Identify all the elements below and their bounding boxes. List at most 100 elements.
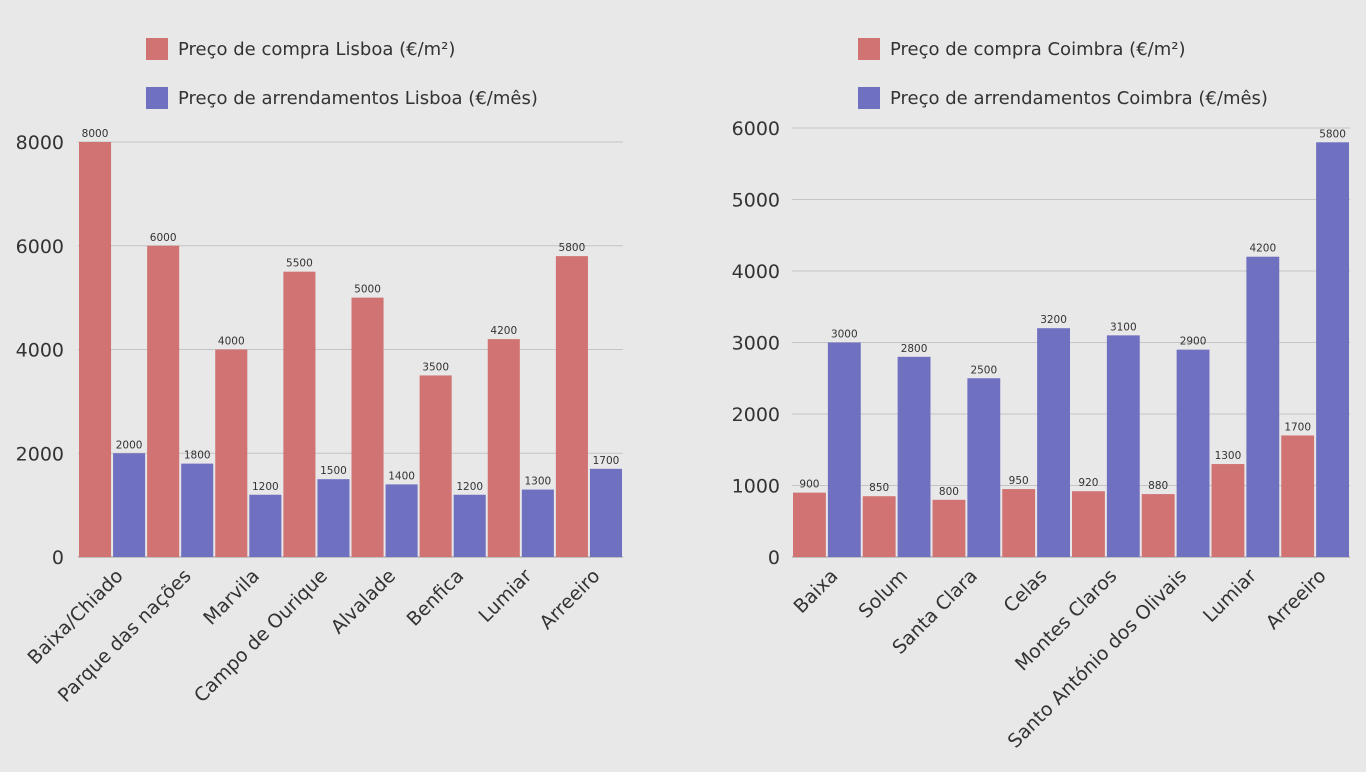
legend-item-1[interactable]: Preço de compra Lisboa (€/m²) (146, 38, 455, 60)
bar[interactable] (419, 375, 452, 557)
bar[interactable] (1002, 489, 1036, 557)
data-label: 8000 (82, 128, 109, 140)
legend-swatch (858, 38, 880, 60)
y-tick-label: 3000 (732, 333, 780, 355)
legend-swatch (858, 87, 880, 109)
bar[interactable] (932, 499, 966, 557)
bar[interactable] (1037, 328, 1070, 557)
bar[interactable] (1246, 256, 1280, 557)
data-label: 1300 (524, 476, 551, 488)
legend-label: Preço de compra Coimbra (€/m²) (890, 39, 1186, 60)
bar[interactable] (862, 496, 896, 557)
data-label: 880 (1148, 480, 1168, 492)
bar[interactable] (897, 356, 931, 557)
data-label: 2800 (901, 343, 928, 355)
bar[interactable] (249, 494, 282, 557)
bar[interactable] (113, 453, 146, 557)
x-tick-label: Lumiar (1199, 565, 1261, 627)
data-label: 1400 (388, 470, 415, 482)
y-tick-label: 8000 (16, 132, 64, 154)
data-label: 3000 (831, 329, 858, 341)
bar[interactable] (1141, 494, 1175, 557)
bar[interactable] (79, 142, 112, 557)
bar[interactable] (555, 256, 588, 557)
x-tick-label: Baixa (789, 565, 842, 618)
bar[interactable] (1316, 142, 1349, 558)
y-tick-label: 4000 (16, 340, 64, 362)
x-tick-label: Arreeiro (1262, 565, 1331, 634)
y-tick-label: 1000 (732, 476, 780, 498)
data-label: 950 (1009, 475, 1029, 487)
data-label: 1700 (1284, 421, 1311, 433)
bar[interactable] (1176, 349, 1210, 557)
data-label: 2000 (116, 439, 143, 451)
data-label: 920 (1078, 477, 1098, 489)
bar[interactable] (827, 342, 861, 558)
x-tick-label: Benfica (403, 565, 469, 631)
bar[interactable] (147, 245, 180, 557)
data-label: 2500 (970, 364, 997, 376)
data-label: 1500 (320, 465, 347, 477)
data-label: 5000 (354, 284, 381, 296)
data-label: 850 (869, 482, 889, 494)
x-tick-label: Marvila (199, 565, 264, 630)
data-label: 2900 (1180, 336, 1207, 348)
x-tick-label: Arreeiro (535, 565, 604, 634)
y-tick-label: 0 (52, 547, 64, 569)
data-label: 800 (939, 486, 959, 498)
bar[interactable] (589, 468, 622, 557)
x-tick-label: Alvalade (327, 565, 400, 638)
data-label: 1200 (252, 481, 279, 493)
bar[interactable] (1106, 335, 1140, 557)
data-label: 900 (799, 479, 819, 491)
legend-item-1[interactable]: Preço de compra Coimbra (€/m²) (858, 38, 1186, 60)
x-tick-label: Celas (999, 565, 1051, 617)
y-tick-label: 4000 (732, 261, 780, 283)
y-tick-label: 6000 (16, 236, 64, 258)
data-label: 3100 (1110, 321, 1137, 333)
bar[interactable] (453, 494, 486, 557)
data-label: 1200 (456, 481, 483, 493)
data-label: 5800 (559, 242, 586, 254)
legend-swatch (146, 38, 168, 60)
data-label: 1800 (184, 450, 211, 462)
chart-1: Preço de compra Lisboa (€/m²) Preço de ar… (16, 38, 623, 707)
legend-item-2[interactable]: Preço de arrendamentos Lisboa (€/mês) (146, 87, 538, 109)
data-label: 1300 (1215, 450, 1242, 462)
bar[interactable] (487, 339, 520, 557)
data-label: 6000 (150, 232, 177, 244)
y-tick-label: 2000 (16, 443, 64, 465)
data-label: 1700 (593, 455, 620, 467)
bar[interactable] (1211, 464, 1245, 557)
bar[interactable] (283, 271, 316, 557)
legend-item-2[interactable]: Preço de arrendamentos Coimbra (€/mês) (858, 87, 1268, 109)
x-tick-label: Campo de Ourique (190, 565, 332, 707)
bar[interactable] (1072, 491, 1105, 557)
bar[interactable] (793, 492, 826, 557)
bar[interactable] (215, 349, 248, 558)
data-label: 4000 (218, 336, 245, 348)
bar[interactable] (181, 463, 214, 557)
y-tick-label: 5000 (732, 190, 780, 212)
x-tick-label: Parque das nações (54, 565, 196, 707)
y-tick-label: 2000 (732, 404, 780, 426)
data-label: 5500 (286, 258, 313, 270)
bar[interactable] (385, 484, 418, 557)
legend-swatch (146, 87, 168, 109)
legend-label: Preço de arrendamentos Lisboa (€/mês) (178, 88, 538, 109)
bar[interactable] (967, 378, 1001, 557)
x-tick-label: Solum (855, 565, 913, 623)
data-label: 5800 (1319, 128, 1346, 140)
bar[interactable] (351, 297, 384, 557)
chart-2: Preço de compra Coimbra (€/m²) Preço de a… (732, 38, 1350, 752)
bar[interactable] (1281, 435, 1315, 557)
legend-label: Preço de compra Lisboa (€/m²) (178, 39, 455, 60)
x-tick-label: Lumiar (474, 565, 536, 627)
bar[interactable] (317, 479, 350, 557)
data-label: 4200 (490, 325, 517, 337)
data-label: 3200 (1040, 314, 1067, 326)
data-label: 3500 (422, 361, 449, 373)
bar[interactable] (521, 489, 554, 557)
